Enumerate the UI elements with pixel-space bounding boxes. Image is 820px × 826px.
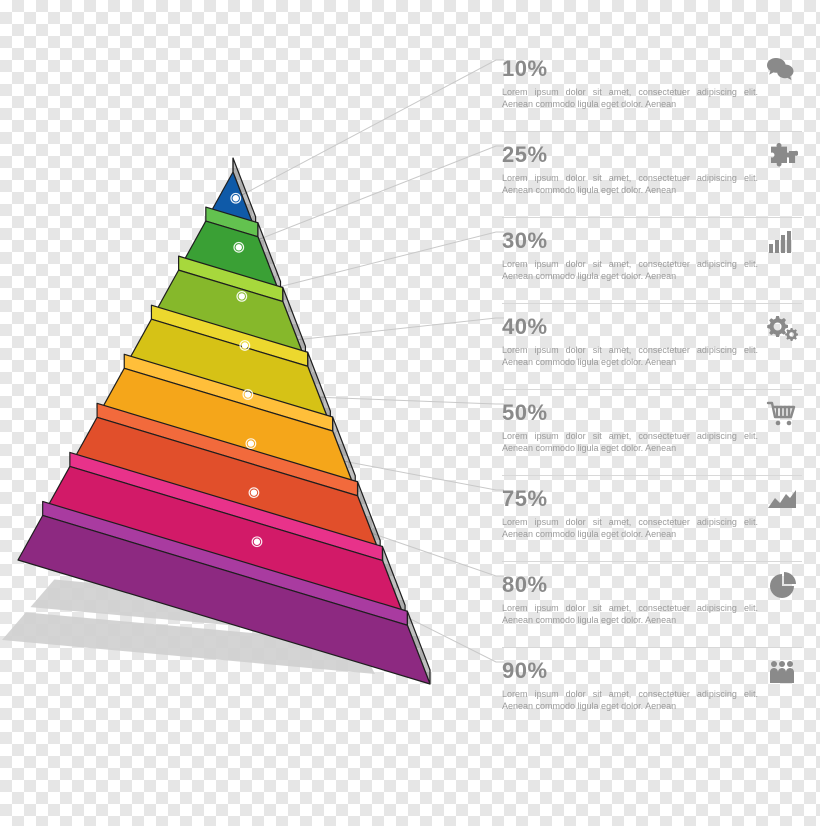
legend-item: 75% Lorem ipsum dolor sit amet, consecte… [502,476,802,562]
pie-icon [766,570,798,602]
legend-percent: 50% [502,400,758,426]
legend-desc: Lorem ipsum dolor sit amet, consectetuer… [502,688,758,712]
legend-desc: Lorem ipsum dolor sit amet, consectetuer… [502,516,758,540]
legend-desc: Lorem ipsum dolor sit amet, consectetuer… [502,172,758,196]
legend-percent: 30% [502,228,758,254]
legend-desc: Lorem ipsum dolor sit amet, consectetuer… [502,344,758,368]
legend-item: 90% Lorem ipsum dolor sit amet, consecte… [502,648,802,734]
legend-desc: Lorem ipsum dolor sit amet, consectetuer… [502,602,758,626]
bars-icon [766,226,798,258]
legend-item: 25% Lorem ipsum dolor sit amet, consecte… [502,132,802,218]
area-icon [766,484,798,516]
legend-item: 10% Lorem ipsum dolor sit amet, consecte… [502,46,802,132]
legend-item: 40% Lorem ipsum dolor sit amet, consecte… [502,304,802,390]
legend-percent: 80% [502,572,758,598]
legend-desc: Lorem ipsum dolor sit amet, consectetuer… [502,258,758,282]
legend-percent: 10% [502,56,758,82]
legend-desc: Lorem ipsum dolor sit amet, consectetuer… [502,86,758,110]
legend-percent: 40% [502,314,758,340]
legend-panel: 10% Lorem ipsum dolor sit amet, consecte… [502,46,802,734]
people-icon [766,656,798,688]
infographic-stage: 10% Lorem ipsum dolor sit amet, consecte… [0,0,820,826]
legend-item: 80% Lorem ipsum dolor sit amet, consecte… [502,562,802,648]
legend-item: 50% Lorem ipsum dolor sit amet, consecte… [502,390,802,476]
legend-percent: 25% [502,142,758,168]
legend-item: 30% Lorem ipsum dolor sit amet, consecte… [502,218,802,304]
puzzle-icon [766,140,798,172]
legend-desc: Lorem ipsum dolor sit amet, consectetuer… [502,430,758,454]
cart-icon [766,398,798,430]
chat-icon [766,54,798,86]
gears-icon [766,312,798,344]
legend-percent: 90% [502,658,758,684]
legend-percent: 75% [502,486,758,512]
